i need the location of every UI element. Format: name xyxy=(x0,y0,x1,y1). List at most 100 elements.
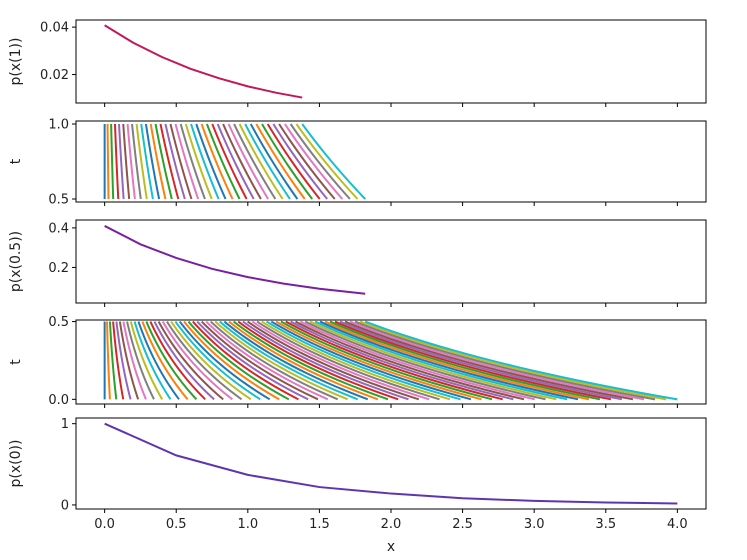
plot-area xyxy=(104,24,303,99)
y-tick-label: 1 xyxy=(61,417,69,432)
trajectory-line xyxy=(270,320,472,401)
trajectory-line xyxy=(140,123,154,200)
trajectory-line xyxy=(247,320,420,401)
trajectory-line xyxy=(238,123,284,200)
trajectory-line xyxy=(237,320,399,401)
x-tick-label: 0.0 xyxy=(94,517,115,532)
y-axis-label: t xyxy=(8,359,24,365)
trajectory-line xyxy=(278,123,336,200)
trajectory-line xyxy=(113,123,120,200)
trajectory-line xyxy=(314,320,568,401)
trajectory-line xyxy=(108,321,118,400)
trajectory-line xyxy=(131,123,142,200)
trajectory-line xyxy=(284,123,344,200)
trajectory-line xyxy=(118,321,140,400)
trajectory-line xyxy=(251,320,430,401)
trajectory-line xyxy=(364,320,678,401)
trajectory-line xyxy=(299,320,536,401)
trajectory-line xyxy=(280,320,493,401)
trajectory-line xyxy=(144,123,161,200)
trajectory-line xyxy=(223,320,369,401)
trajectory-line xyxy=(106,123,110,200)
trajectory-line xyxy=(228,320,379,401)
trajectory-line xyxy=(190,123,220,200)
trajectory-line xyxy=(309,320,557,401)
trajectory-line xyxy=(149,123,167,200)
trajectory-line xyxy=(359,320,667,401)
trajectory-line xyxy=(319,320,579,401)
trajectory-line xyxy=(290,320,514,401)
trajectory-line xyxy=(174,123,200,200)
trajectory-line xyxy=(184,123,213,200)
trajectory-line xyxy=(334,320,612,401)
y-tick-label: 0.02 xyxy=(40,68,69,83)
x-tick-label: 3.0 xyxy=(524,517,545,532)
trajectory-line xyxy=(122,321,147,400)
panels: 0.02 0.04 p(x(1)) 0.5 1.0 t 0.2 0.4 p(x(0.5)) 0.0… xyxy=(8,19,707,532)
x-tick-label: 3.5 xyxy=(595,517,616,532)
x-axis-label: x xyxy=(387,539,395,555)
trajectory-line xyxy=(164,123,186,200)
trajectory-line xyxy=(211,123,248,200)
trajectory-line xyxy=(106,321,111,400)
panel-5: 0 1 0.0 0.5 1.0 1.5 2.0 2.5 3.0 3.5 4.0 p(x(0)) xyxy=(8,417,707,532)
trajectory-line xyxy=(137,321,180,400)
y-tick-label: 0.2 xyxy=(48,261,69,276)
trajectory-line xyxy=(154,123,173,200)
trajectory-line xyxy=(210,320,339,401)
trajectory-line xyxy=(354,320,656,401)
plot-area xyxy=(104,225,366,295)
x-tick-label: 1.0 xyxy=(237,517,258,532)
y-tick-label: 0.04 xyxy=(40,21,69,36)
trajectory-line xyxy=(115,321,132,400)
trajectory-line xyxy=(295,320,525,401)
trajectory-line xyxy=(129,321,164,400)
y-tick-label: 0.0 xyxy=(48,393,69,408)
trajectory-line xyxy=(214,320,349,401)
plot-area xyxy=(103,320,678,401)
trajectory-line xyxy=(126,123,136,200)
trajectory-line xyxy=(261,320,451,401)
trajectory-line xyxy=(285,320,503,401)
trajectory-line xyxy=(183,320,280,401)
trajectory-line xyxy=(344,320,634,401)
x-tick-label: 4.0 xyxy=(667,517,688,532)
trajectory-line xyxy=(301,123,366,200)
trajectory-line xyxy=(159,123,180,200)
trajectory-line xyxy=(339,320,623,401)
trajectory-line xyxy=(141,321,189,400)
trajectory-line xyxy=(166,321,243,401)
trajectory-line xyxy=(201,320,319,401)
trajectory-line xyxy=(349,320,645,401)
trajectory-line xyxy=(242,320,409,401)
trajectory-line xyxy=(295,123,359,200)
trajectory-line xyxy=(222,123,262,200)
trajectory-line xyxy=(272,123,328,200)
y-axis-label: t xyxy=(8,158,24,164)
trajectory-line xyxy=(249,123,299,200)
trajectory-line xyxy=(329,320,601,401)
trajectory-line xyxy=(324,320,590,401)
trajectory-line xyxy=(256,320,440,401)
trajectory-line xyxy=(149,321,206,401)
trajectory-line xyxy=(205,320,329,401)
trajectory-line xyxy=(161,321,233,401)
panel-2: 0.5 1.0 t xyxy=(8,118,707,208)
trajectory-line xyxy=(122,123,131,200)
y-tick-label: 0.4 xyxy=(48,221,69,236)
x-tick-label: 2.5 xyxy=(452,517,473,532)
trajectory-line xyxy=(179,123,206,200)
panel-3: 0.2 0.4 p(x(0.5)) xyxy=(8,219,707,307)
trajectory-line xyxy=(135,123,148,200)
trajectory-line xyxy=(157,321,224,401)
density-curve xyxy=(104,24,303,99)
trajectory-line xyxy=(304,320,546,401)
y-axis-label: p(x(0.5)) xyxy=(8,231,24,292)
y-axis-label: p(x(1)) xyxy=(8,38,24,86)
y-tick-label: 0 xyxy=(61,498,69,513)
trajectory-line xyxy=(112,321,125,400)
x-tick-label: 2.0 xyxy=(381,517,402,532)
trajectory-line xyxy=(216,123,255,200)
density-curve xyxy=(104,225,366,295)
